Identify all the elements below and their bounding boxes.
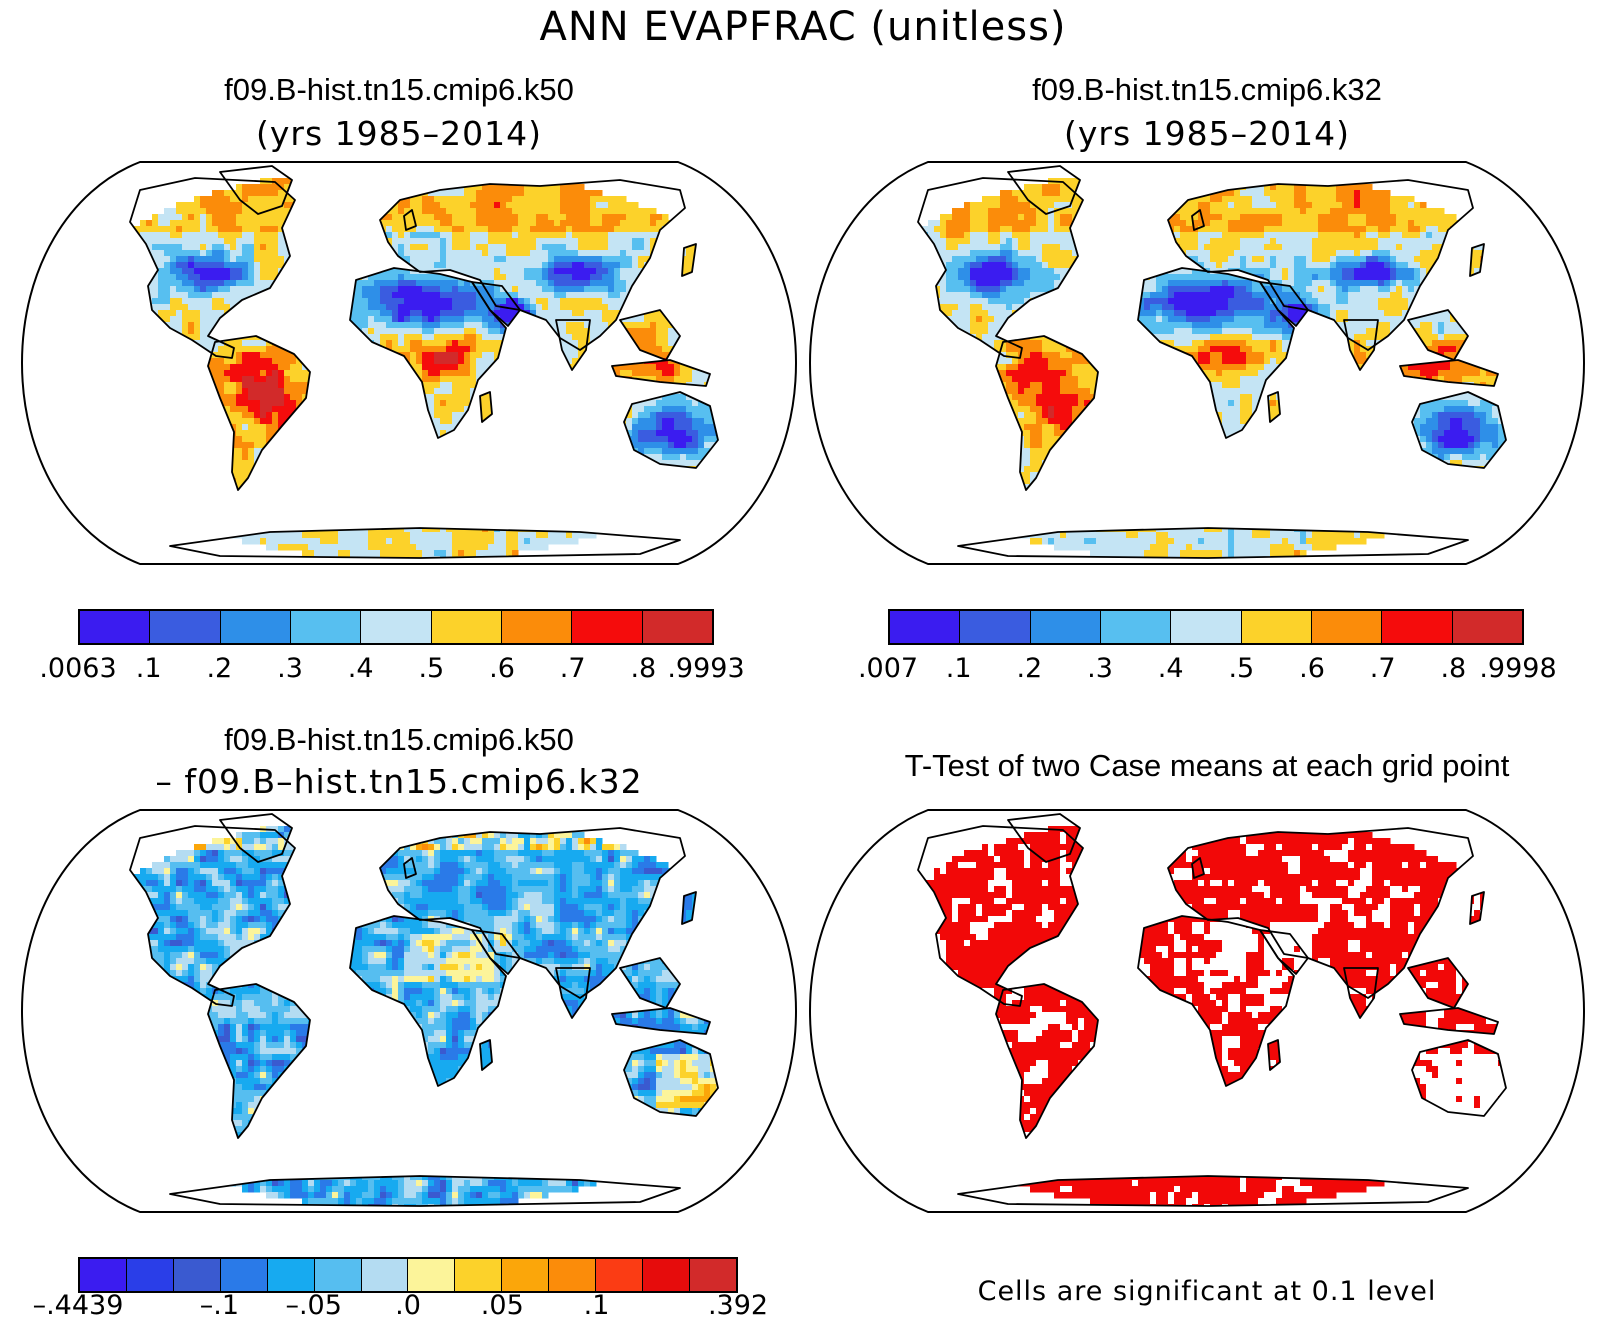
colorbar-swatch [689, 1259, 736, 1291]
colorbar-tick-label: .0 [395, 1290, 421, 1321]
coastlines [917, 165, 1507, 559]
colorbar-swatch [173, 1259, 221, 1291]
colorbar-tick-label: –.1 [200, 1290, 239, 1321]
colorbar-tick-label: .6 [489, 653, 515, 684]
map-ttest [808, 809, 1586, 1213]
panel-subtitle-diff: – f09.B–hist.tn15.cmip6.k32 [0, 762, 798, 801]
coastlines [917, 813, 1507, 1207]
colorbar-swatch [1311, 611, 1383, 643]
map-boundary [20, 161, 798, 565]
colorbar-tick-label: .1 [136, 653, 162, 684]
colorbar-swatch [572, 611, 643, 643]
colorbar-ticks-k50: .0063 .1 .2 .3 .4 .5 .6 .7 .8 .9993 [39, 653, 744, 687]
panel-title-diff: f09.B-hist.tn15.cmip6.k50 [0, 722, 798, 758]
field-layer [918, 166, 1506, 558]
colorbar-diff [78, 1257, 738, 1293]
colorbar-swatch [314, 1259, 362, 1291]
colorbar-tick-label: .5 [418, 653, 444, 684]
colorbar-tick-label: .5 [1228, 653, 1254, 684]
colorbar-k32 [888, 609, 1524, 645]
significance-note: Cells are significant at 0.1 level [808, 1276, 1606, 1307]
colorbar-tick-label: .05 [481, 1290, 524, 1321]
colorbar-swatch [1241, 611, 1312, 643]
field-layer [130, 166, 718, 558]
colorbar-tick-label: .4 [1158, 653, 1184, 684]
map-boundary [20, 809, 798, 1213]
colorbar-swatch [502, 1259, 550, 1291]
panel-title-ttest: T-Test of two Case means at each grid po… [808, 748, 1606, 784]
map-k50 [20, 161, 798, 565]
colorbar-swatch [1030, 611, 1101, 643]
colorbar-swatch [643, 1259, 690, 1291]
colorbar-swatch [549, 1259, 597, 1291]
colorbar-tick-label: .3 [1087, 653, 1113, 684]
colorbar-swatch [361, 611, 432, 643]
colorbar-tick-label: .2 [1016, 653, 1042, 684]
colorbar-swatch [290, 611, 362, 643]
coastlines [129, 165, 719, 559]
map-diff [20, 809, 798, 1213]
colorbar-swatch [596, 1259, 644, 1291]
colorbar-swatch [150, 611, 221, 643]
colorbar-tick-label: .392 [708, 1290, 768, 1321]
panel-title-k32: f09.B-hist.tn15.cmip6.k32 [808, 72, 1606, 108]
colorbar-swatch [1171, 611, 1242, 643]
colorbar-tick-label: .9993 [667, 653, 744, 684]
colorbar-swatch [642, 611, 712, 643]
colorbar-swatch [361, 1259, 409, 1291]
colorbar-tick-label: .1 [946, 653, 972, 684]
colorbar-tick-label: .007 [858, 653, 918, 684]
colorbar-tick-label: .2 [206, 653, 232, 684]
colorbar-swatch [80, 1259, 127, 1291]
figure-title: ANN EVAPFRAC (unitless) [0, 4, 1606, 50]
field-layer [918, 814, 1506, 1206]
colorbar-swatch [455, 1259, 503, 1291]
colorbar-tick-label: –.05 [285, 1290, 341, 1321]
colorbar-k50 [78, 609, 714, 645]
map-boundary [808, 809, 1586, 1213]
colorbar-tick-label: –.4439 [33, 1290, 124, 1321]
field-layer [130, 814, 718, 1206]
colorbar-swatch [431, 611, 502, 643]
colorbar-tick-label: .7 [1370, 653, 1396, 684]
colorbar-tick-label: .4 [348, 653, 374, 684]
colorbar-tick-label: .0063 [39, 653, 116, 684]
panel-title-k50: f09.B-hist.tn15.cmip6.k50 [0, 72, 798, 108]
colorbar-tick-label: .3 [277, 653, 303, 684]
colorbar-swatch [220, 1259, 268, 1291]
colorbar-swatch [890, 611, 961, 643]
colorbar-tick-label: .8 [1440, 653, 1466, 684]
colorbar-swatch [501, 611, 573, 643]
colorbar-tick-label: .1 [584, 1290, 610, 1321]
colorbar-swatch [1382, 611, 1453, 643]
colorbar-tick-label: .9998 [1479, 653, 1556, 684]
coastlines [129, 813, 719, 1207]
colorbar-ticks-k32: .007 .1 .2 .3 .4 .5 .6 .7 .8 .9998 [858, 653, 1557, 687]
colorbar-swatch [408, 1259, 456, 1291]
colorbar-swatch [220, 611, 291, 643]
map-boundary [808, 161, 1586, 565]
colorbar-swatch [267, 1259, 315, 1291]
colorbar-tick-label: .7 [560, 653, 586, 684]
panel-years-k50: (yrs 1985–2014) [0, 114, 798, 153]
colorbar-swatch [80, 611, 151, 643]
colorbar-swatch [1100, 611, 1172, 643]
panel-years-k32: (yrs 1985–2014) [808, 114, 1606, 153]
colorbar-swatch [960, 611, 1031, 643]
colorbar-swatch [1452, 611, 1522, 643]
colorbar-ticks-diff: –.4439 –.1 –.05 .0 .05 .1 .392 [33, 1290, 768, 1324]
map-k32 [808, 161, 1586, 565]
colorbar-tick-label: .6 [1299, 653, 1325, 684]
colorbar-swatch [126, 1259, 174, 1291]
colorbar-tick-label: .8 [630, 653, 656, 684]
